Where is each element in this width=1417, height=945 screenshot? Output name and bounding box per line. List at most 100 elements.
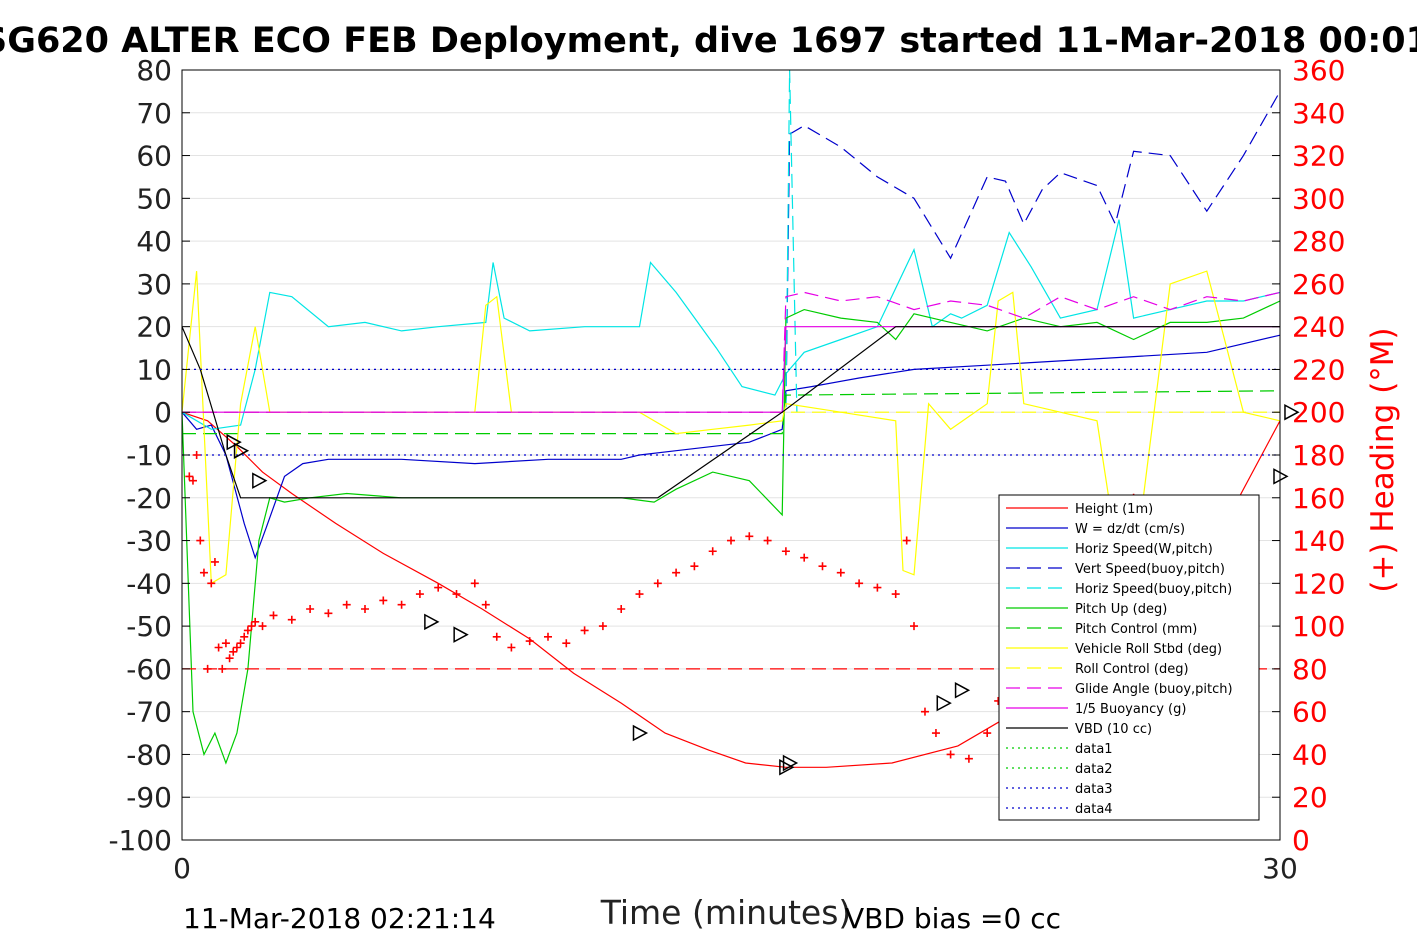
heading-point — [397, 600, 406, 609]
series-glide_angle — [182, 291, 1281, 413]
y-right-tick-label: 220 — [1292, 353, 1345, 386]
heading-point — [946, 750, 955, 759]
dive-marker — [252, 472, 268, 489]
heading-point — [653, 579, 662, 588]
heading-point — [324, 609, 333, 618]
y-tick-label: 70 — [136, 97, 172, 130]
y-right-tick-label: 140 — [1292, 525, 1345, 558]
dive-marker — [1284, 403, 1300, 421]
series-vert_speed_bp — [182, 91, 1281, 413]
heading-point — [562, 639, 571, 648]
dive-marker — [779, 759, 795, 776]
dive-marker — [226, 433, 242, 451]
y-right-tick-label: 100 — [1292, 610, 1345, 643]
heading-point — [452, 590, 461, 599]
dive-marker — [233, 442, 250, 459]
legend-label-glide_angle: Glide Angle (buoy,pitch) — [1075, 682, 1233, 697]
heading-point — [221, 639, 230, 648]
legend-label-horiz_speed_bp: Horiz Speed(buoy,pitch) — [1075, 582, 1232, 597]
heading-point — [672, 568, 681, 577]
y-tick-label: 60 — [136, 140, 172, 173]
heading-point — [232, 643, 241, 652]
y-right-tick-label: 300 — [1292, 182, 1345, 215]
heading-point — [525, 637, 534, 646]
dive-marker — [782, 754, 799, 772]
y-tick-label: 40 — [136, 225, 172, 258]
heading-point — [891, 590, 900, 599]
y-tick-label: -80 — [126, 738, 172, 771]
y-tick-label: 0 — [154, 396, 172, 429]
y-right-tick-label: 260 — [1292, 268, 1345, 301]
y-right-tick-label: 180 — [1292, 439, 1345, 472]
heading-point — [188, 476, 197, 485]
heading-point — [196, 536, 205, 545]
legend-label-vbd: VBD (10 cc) — [1075, 722, 1152, 737]
y-right-axis-label: (+) Heading (°M) — [1365, 327, 1401, 592]
heading-point — [243, 626, 252, 635]
dive-marker — [632, 724, 649, 742]
heading-point — [379, 596, 388, 605]
heading-point — [873, 583, 882, 592]
y-right-tick-label: 280 — [1292, 225, 1345, 258]
heading-point — [964, 754, 973, 763]
legend-label-data4: data4 — [1075, 802, 1113, 817]
heading-point — [361, 605, 369, 613]
legend-label-data3: data3 — [1075, 782, 1113, 797]
heading-point — [800, 553, 809, 562]
legend-label-w: W = dz/dt (cm/s) — [1075, 522, 1185, 537]
y-tick-label: 20 — [136, 311, 172, 344]
dive-marker — [954, 682, 971, 699]
heading-point — [910, 622, 918, 631]
dive-marker — [453, 626, 469, 643]
heading-point — [855, 579, 864, 588]
heading-point — [214, 643, 223, 652]
legend-label-pitch_control: Pitch Control (mm) — [1075, 622, 1197, 637]
heading-point — [434, 583, 443, 592]
legend-label-roll_control: Roll Control (deg) — [1075, 662, 1189, 677]
y-right-axis-ticks: 3603403203002802602402202001801601401201… — [1272, 54, 1345, 857]
heading-point — [258, 622, 267, 631]
y-right-tick-label: 320 — [1292, 140, 1345, 173]
x-tick-label: 30 — [1262, 852, 1298, 885]
y-tick-label: -60 — [126, 653, 172, 686]
heading-point — [342, 600, 351, 609]
heading-point — [481, 600, 490, 609]
heading-point — [247, 622, 256, 631]
y-right-tick-label: 60 — [1292, 696, 1328, 729]
series-horiz_speed — [181, 219, 1281, 430]
heading-point — [218, 664, 227, 673]
y-right-tick-label: 0 — [1292, 824, 1310, 857]
y-right-tick-label: 360 — [1292, 54, 1345, 87]
x-axis-ticks: 0 30 — [173, 832, 1298, 885]
y-tick-label: -40 — [126, 567, 172, 600]
x-tick-label: 0 — [173, 852, 191, 885]
y-right-tick-label: 160 — [1292, 482, 1345, 515]
heading-point — [269, 611, 278, 620]
y-axis-ticks: 80 70 60 50 40 30 20 10 0 -10 -20 -30 -40 -50 -60 -70 -8… — [108, 54, 190, 857]
legend-label-data2: data2 — [1075, 762, 1113, 777]
heading-point — [203, 664, 212, 673]
y-right-tick-label: 120 — [1292, 567, 1345, 600]
heading-point — [287, 615, 296, 624]
footer-vbd-bias: VBD bias =0 cc — [845, 902, 1061, 935]
y-tick-label: 30 — [136, 268, 172, 301]
heading-point — [836, 568, 845, 577]
heading-point — [207, 579, 216, 588]
series-vbd — [181, 326, 1280, 499]
heading-point — [192, 451, 201, 459]
legend-label-horiz_speed: Horiz Speed(W,pitch) — [1075, 542, 1213, 557]
heading-point — [210, 557, 219, 566]
y-right-tick-label: 240 — [1292, 311, 1345, 344]
heading-point — [306, 605, 315, 613]
heading-point — [931, 729, 940, 738]
y-tick-label: -100 — [108, 824, 172, 857]
heading-point — [902, 536, 911, 545]
y-tick-label: -90 — [126, 781, 172, 814]
heading-point — [727, 536, 735, 545]
series-pitch_control — [182, 390, 1281, 435]
legend-label-vert_speed_bp: Vert Speed(buoy,pitch) — [1075, 562, 1225, 577]
legend-label-data1: data1 — [1075, 742, 1113, 757]
y-tick-label: 50 — [136, 182, 172, 215]
heading-point — [225, 654, 234, 663]
